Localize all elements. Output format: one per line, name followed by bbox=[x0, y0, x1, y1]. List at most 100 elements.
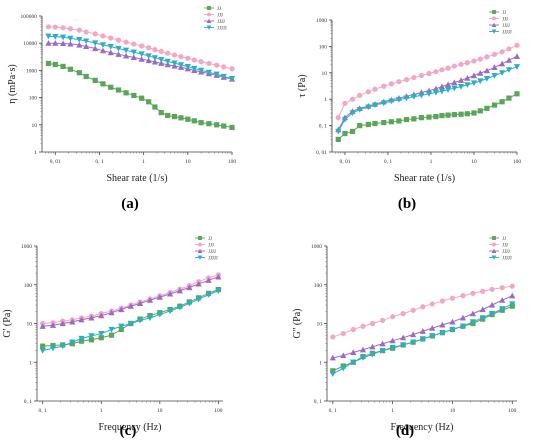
legend-label: JJ bbox=[208, 237, 212, 242]
data-point bbox=[45, 33, 52, 40]
legend-marker bbox=[197, 248, 203, 253]
data-point bbox=[115, 87, 122, 93]
data-point bbox=[152, 104, 158, 110]
data-point bbox=[389, 344, 396, 351]
chart-panel-b: 0, 01 0, 1 1 10 100 0, 01 0, 1 1 10 100 1000 Shear … bbox=[275, 0, 550, 215]
data-point bbox=[88, 314, 95, 321]
data-point bbox=[480, 288, 486, 294]
series-JJJ bbox=[335, 42, 520, 121]
data-point bbox=[39, 347, 46, 354]
data-point bbox=[460, 293, 466, 299]
data-point bbox=[52, 33, 59, 40]
chart-panel-d: 0, 1 1 10 100 0, 1 1 10 100 1000 Frequency (Hz) G'… bbox=[275, 225, 550, 444]
data-point bbox=[457, 84, 465, 90]
chart-panel-a: 0, 01 0, 1 1 10 100 1 10 100 1000 10000 100000 Shea… bbox=[0, 0, 275, 215]
data-point bbox=[340, 352, 347, 359]
data-point bbox=[130, 49, 137, 56]
data-point bbox=[185, 116, 191, 122]
x-tick-label: 10 bbox=[185, 159, 191, 165]
data-point bbox=[372, 120, 378, 127]
data-point bbox=[470, 290, 476, 296]
data-point bbox=[513, 53, 521, 59]
data-point bbox=[357, 92, 363, 98]
data-point bbox=[146, 99, 152, 105]
data-point bbox=[479, 315, 486, 321]
data-point bbox=[499, 297, 506, 303]
data-point bbox=[330, 368, 336, 374]
data-point bbox=[499, 49, 505, 55]
data-point bbox=[483, 76, 491, 82]
data-point bbox=[107, 49, 114, 56]
data-point bbox=[76, 27, 82, 33]
data-point bbox=[459, 323, 467, 330]
data-point bbox=[488, 311, 496, 317]
data-point bbox=[60, 25, 66, 31]
data-point bbox=[329, 371, 336, 378]
data-point bbox=[425, 91, 433, 97]
y-tick-label: 1 bbox=[324, 97, 327, 103]
data-point bbox=[444, 87, 452, 93]
data-point bbox=[396, 118, 402, 124]
data-point bbox=[115, 51, 122, 57]
data-point bbox=[403, 77, 410, 83]
data-point bbox=[122, 47, 130, 54]
data-point bbox=[498, 60, 506, 67]
data-point bbox=[108, 332, 115, 338]
legend-label: JJ bbox=[502, 11, 506, 16]
data-point bbox=[40, 343, 46, 349]
legend-marker bbox=[197, 255, 203, 260]
data-point bbox=[369, 351, 376, 358]
legend-label: JJJJJ bbox=[217, 26, 227, 31]
legend-marker bbox=[198, 236, 202, 240]
data-point bbox=[449, 318, 456, 325]
data-point bbox=[342, 130, 348, 137]
data-point bbox=[429, 333, 436, 339]
series-JJ bbox=[335, 91, 520, 143]
data-point bbox=[98, 335, 104, 341]
data-point bbox=[178, 115, 184, 121]
data-point bbox=[76, 70, 82, 76]
data-point bbox=[449, 326, 456, 333]
panel-label-c: (c) bbox=[119, 423, 137, 439]
data-point bbox=[145, 53, 152, 60]
y-tick-label: 0, 1 bbox=[319, 124, 328, 130]
data-point bbox=[335, 128, 342, 135]
data-point bbox=[491, 102, 498, 108]
data-point bbox=[229, 66, 235, 72]
legend-marker bbox=[207, 6, 211, 10]
data-point bbox=[506, 46, 512, 52]
x-tick-label: 0, 1 bbox=[39, 408, 48, 414]
data-point bbox=[49, 345, 57, 352]
data-point bbox=[205, 69, 213, 76]
data-point bbox=[444, 81, 452, 88]
data-point bbox=[130, 54, 137, 61]
data-point bbox=[221, 123, 227, 129]
data-point bbox=[215, 273, 222, 280]
data-point bbox=[464, 82, 471, 88]
y-tick-label: 1 bbox=[29, 360, 32, 366]
data-point bbox=[514, 42, 520, 48]
data-point bbox=[220, 73, 227, 80]
x-tick-label: 100 bbox=[513, 159, 522, 165]
series-JJJJJ bbox=[39, 288, 222, 354]
legend-marker bbox=[492, 10, 496, 14]
data-point bbox=[388, 119, 394, 125]
data-point bbox=[152, 47, 158, 53]
data-point bbox=[198, 59, 204, 65]
y-tick-label: 100 bbox=[29, 96, 38, 102]
data-point bbox=[83, 43, 90, 50]
data-point bbox=[380, 100, 387, 107]
data-point bbox=[357, 123, 363, 129]
x-tick-label: 0, 1 bbox=[95, 159, 104, 165]
x-tick-label: 100 bbox=[214, 408, 223, 414]
data-point bbox=[50, 342, 56, 349]
data-point bbox=[123, 39, 129, 45]
data-point bbox=[509, 283, 515, 289]
data-point bbox=[186, 284, 193, 291]
series-JJJJ bbox=[329, 292, 516, 361]
data-point bbox=[156, 294, 163, 300]
data-point bbox=[164, 58, 171, 65]
data-point bbox=[445, 112, 451, 118]
data-point bbox=[438, 88, 446, 95]
data-point bbox=[107, 43, 114, 50]
